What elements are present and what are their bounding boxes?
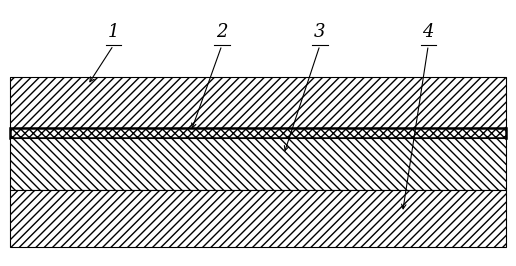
Bar — [10, 190, 506, 247]
Bar — [10, 77, 506, 128]
Text: 1: 1 — [108, 23, 119, 41]
Text: 4: 4 — [423, 23, 434, 41]
Text: 3: 3 — [314, 23, 326, 41]
Bar — [10, 128, 506, 138]
Bar — [10, 138, 506, 190]
Text: 2: 2 — [216, 23, 228, 41]
